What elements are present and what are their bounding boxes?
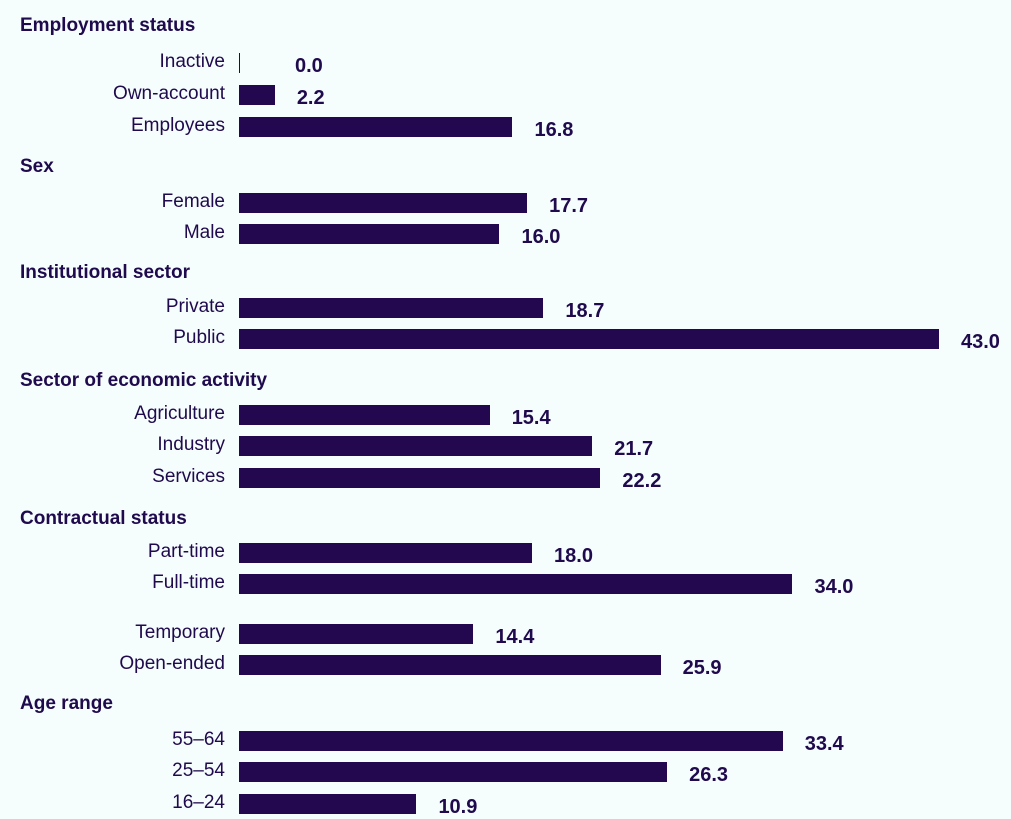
group-title: Contractual status: [20, 508, 187, 529]
bar: [239, 193, 528, 213]
bar: [239, 574, 793, 594]
group-title: Institutional sector: [20, 262, 190, 283]
category-label: Open-ended: [119, 653, 225, 674]
data-label: 26.3: [689, 764, 729, 786]
bar: [239, 117, 513, 137]
bar: [239, 224, 500, 244]
bar: [239, 85, 275, 105]
category-label: Own-account: [113, 83, 225, 104]
bar: [239, 624, 474, 644]
group-title: Sector of economic activity: [20, 370, 268, 391]
category-label: Part-time: [147, 541, 225, 562]
data-label: 43.0: [961, 331, 1000, 353]
data-label: 18.0: [554, 545, 593, 567]
data-label: 10.9: [438, 796, 478, 818]
bar: [239, 53, 240, 73]
bar: [239, 298, 544, 318]
bar: [239, 329, 939, 349]
group-title: Age range: [20, 693, 113, 714]
category-label: Industry: [157, 434, 225, 455]
category-label: Inactive: [159, 51, 225, 72]
category-label: Employees: [131, 115, 225, 136]
bar: [239, 794, 417, 814]
data-label: 22.2: [622, 470, 662, 492]
bar: [239, 655, 661, 675]
data-label: 14.4: [495, 626, 535, 648]
data-label: 16.0: [521, 226, 561, 248]
category-label: Full-time: [152, 572, 225, 593]
category-label: Agriculture: [134, 403, 225, 424]
data-label: 21.7: [614, 438, 654, 460]
data-label: 25.9: [682, 657, 722, 679]
bar: [239, 543, 533, 563]
bar: [239, 468, 601, 488]
group-title: Sex: [20, 156, 54, 177]
category-label: Private: [165, 296, 225, 317]
data-label: 16.8: [534, 119, 574, 141]
bar: [239, 436, 593, 456]
data-label: 17.7: [549, 195, 589, 217]
data-label: 0.0: [295, 55, 323, 77]
category-label: 16–24: [172, 792, 225, 813]
category-label: Female: [161, 191, 225, 212]
bar: [239, 731, 783, 751]
category-label: 55–64: [172, 729, 225, 750]
category-label: 25–54: [172, 760, 225, 781]
data-label: 18.7: [565, 300, 605, 322]
data-label: 34.0: [814, 576, 854, 598]
category-label: Male: [183, 222, 225, 243]
category-label: Temporary: [135, 622, 225, 643]
bar: [239, 762, 668, 782]
category-label: Public: [173, 327, 225, 348]
group-title: Employment status: [20, 15, 196, 36]
bar: [239, 405, 490, 425]
data-label: 33.4: [804, 733, 844, 755]
data-label: 2.2: [296, 87, 325, 109]
data-label: 15.4: [511, 407, 551, 429]
category-label: Services: [152, 466, 225, 487]
